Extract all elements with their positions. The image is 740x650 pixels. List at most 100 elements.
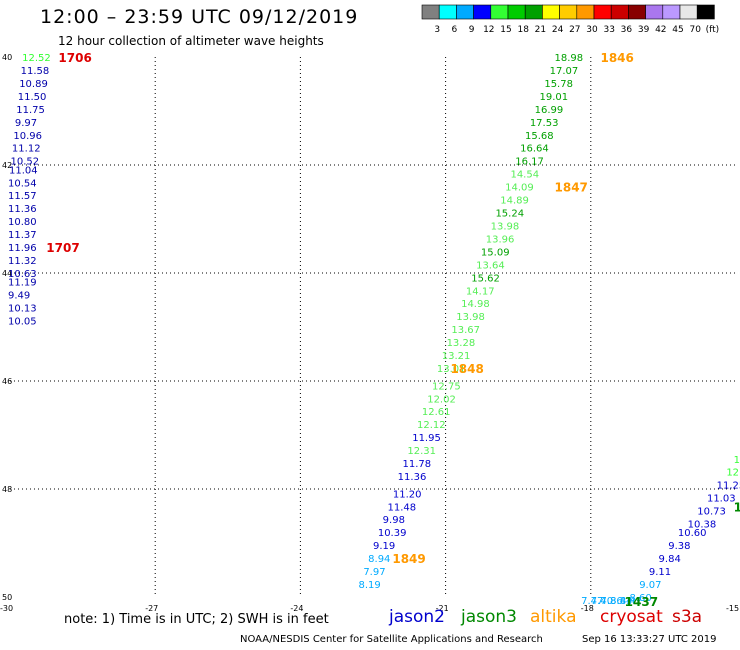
satellite-track-1: 12.52 11.58 10.89 11.50 11.75 9.97 10.96 11.12 1… [8, 53, 51, 328]
colorbar-label: (ft) [706, 25, 720, 35]
colorbar-label: 39 [638, 25, 650, 35]
wave-height-value: 10.96 [13, 131, 42, 142]
wave-height-value: 12.02 [427, 394, 456, 405]
wave-height-value: 16.64 [520, 144, 549, 155]
wave-height-value: 9.84 [659, 554, 681, 565]
lat-tick-label: 42 [2, 161, 12, 170]
colorbar-label: 45 [672, 25, 683, 35]
wave-height-value: 15.78 [544, 79, 573, 90]
wave-height-value: 9.49 [8, 291, 30, 302]
wave-height-value: 14.98 [461, 299, 490, 310]
wave-height-value: 15.62 [471, 273, 500, 284]
wave-height-value: 14.89 [500, 196, 529, 207]
wave-height-value: 12.75 [432, 381, 461, 392]
wave-height-value: 11.32 [8, 256, 37, 267]
wave-height-value: 12 [734, 455, 740, 466]
wave-height-value: 8.42 [620, 596, 642, 607]
lon-tick-label: -30 [0, 604, 13, 613]
colorbar-label: 12 [483, 25, 494, 35]
pass-time-label: 1706 [58, 51, 91, 65]
wave-height-value: 15.09 [481, 247, 510, 258]
colorbar-label: 24 [552, 25, 564, 35]
wave-height-value: 13.96 [486, 234, 515, 245]
wave-height-value: 12.3 [726, 468, 740, 479]
wave-height-value: 7.40 [591, 596, 613, 607]
wave-height-value: 17.07 [550, 66, 579, 77]
wave-height-value: 18.98 [555, 53, 584, 64]
lat-tick-label: 40 [2, 53, 12, 62]
colorbar-label: 33 [603, 25, 614, 35]
legend-jason3: jason3 [461, 607, 517, 627]
wave-height-value: 11.36 [398, 472, 427, 483]
wave-height-value: 11.36 [8, 204, 37, 215]
wave-height-value: 10.39 [378, 528, 407, 539]
wave-height-value: 11.57 [8, 191, 37, 202]
lon-tick-label: -27 [145, 604, 158, 613]
legend-s3a: s3a [672, 607, 703, 627]
wave-height-value: 13.28 [447, 338, 476, 349]
wave-height-value: 11.48 [388, 502, 417, 513]
satellite-track-2: 18.98 17.07 15.78 19.01 16.99 17.53 15.68 16.64… [358, 53, 583, 591]
wave-height-value: 10.52 [10, 157, 39, 168]
wave-height-value: 17.53 [530, 118, 559, 129]
wave-height-value: 11.95 [412, 433, 441, 444]
pass-time-label: 1849 [392, 552, 425, 566]
colorbar-swatch [696, 4, 715, 20]
wave-height-value: 7.47 [581, 596, 603, 607]
colorbar-label: 18 [517, 25, 529, 35]
wave-height-value: 8.19 [358, 580, 380, 591]
wave-height-value: 10.54 [8, 178, 37, 189]
wave-height-value: 8.44 [610, 596, 632, 607]
wave-height-value: 11.20 [393, 489, 422, 500]
wave-height-value: 16.99 [535, 105, 564, 116]
pass-time-label: 1437 [625, 595, 658, 609]
colorbar-label: 30 [586, 25, 598, 35]
wave-height-value: 9.97 [15, 118, 37, 129]
wave-height-value: 15.68 [525, 131, 554, 142]
wave-height-value: 11.19 [8, 278, 37, 289]
legend-altika: altika [530, 607, 577, 627]
lon-tick-label: -18 [581, 604, 594, 613]
colorbar-label: 42 [655, 25, 666, 35]
colorbar-label: 9 [469, 25, 475, 35]
map-subtitle: 12 hour collection of altimeter wave hei… [58, 34, 324, 48]
wave-height-value: 12.12 [417, 420, 446, 431]
map-title: 12:00 – 23:59 UTC 09/12/2019 [40, 6, 359, 28]
colorbar-label: 70 [689, 25, 701, 35]
wave-height-value: 12.52 [22, 53, 51, 64]
pass-time-label: 1846 [600, 51, 633, 65]
wave-height-value: 10.05 [8, 317, 37, 328]
wave-height-value: 10.60 [678, 528, 707, 539]
colorbar-label: 3 [434, 25, 440, 35]
credit-line: NOAA/NESDIS Center for Satellite Applica… [240, 634, 543, 645]
wave-height-value: 7.86 [600, 596, 622, 607]
lon-tick-label: -24 [290, 604, 303, 613]
wave-height-value: 11.96 [8, 243, 37, 254]
wave-height-value: 13.64 [476, 260, 505, 271]
wave-height-value: 9.38 [668, 541, 690, 552]
wave-height-value: 9.19 [373, 541, 395, 552]
wave-height-value: 11.25 [717, 481, 740, 492]
colorbar-label: 6 [452, 25, 458, 35]
footer-note: note: 1) Time is in UTC; 2) SWH is in fe… [64, 612, 329, 627]
wave-height-value: 11.78 [403, 459, 432, 470]
wave-height-value: 14.09 [505, 183, 534, 194]
wave-height-value: 13.67 [451, 325, 480, 336]
lon-tick-label: -21 [436, 604, 449, 613]
wave-height-value: 10.80 [8, 217, 37, 228]
wave-height-value: 9.11 [649, 567, 671, 578]
lat-tick-label: 48 [2, 485, 12, 494]
wave-height-value: 13.98 [491, 221, 520, 232]
pass-time-label: 1707 [46, 241, 79, 255]
wave-height-value: 10.13 [8, 304, 37, 315]
pass-time-label: 1848 [450, 362, 483, 376]
wave-height-value: 14.17 [466, 286, 495, 297]
wave-height-value: 15.24 [495, 209, 524, 220]
wave-height-value: 11.12 [12, 144, 41, 155]
wave-height-value: 11.04 [9, 165, 38, 176]
pass-time-label: 1847 [555, 181, 588, 195]
wave-height-value: 11.58 [21, 66, 50, 77]
wave-height-value: 14.54 [510, 170, 539, 181]
colorbar-label: 27 [569, 25, 580, 35]
